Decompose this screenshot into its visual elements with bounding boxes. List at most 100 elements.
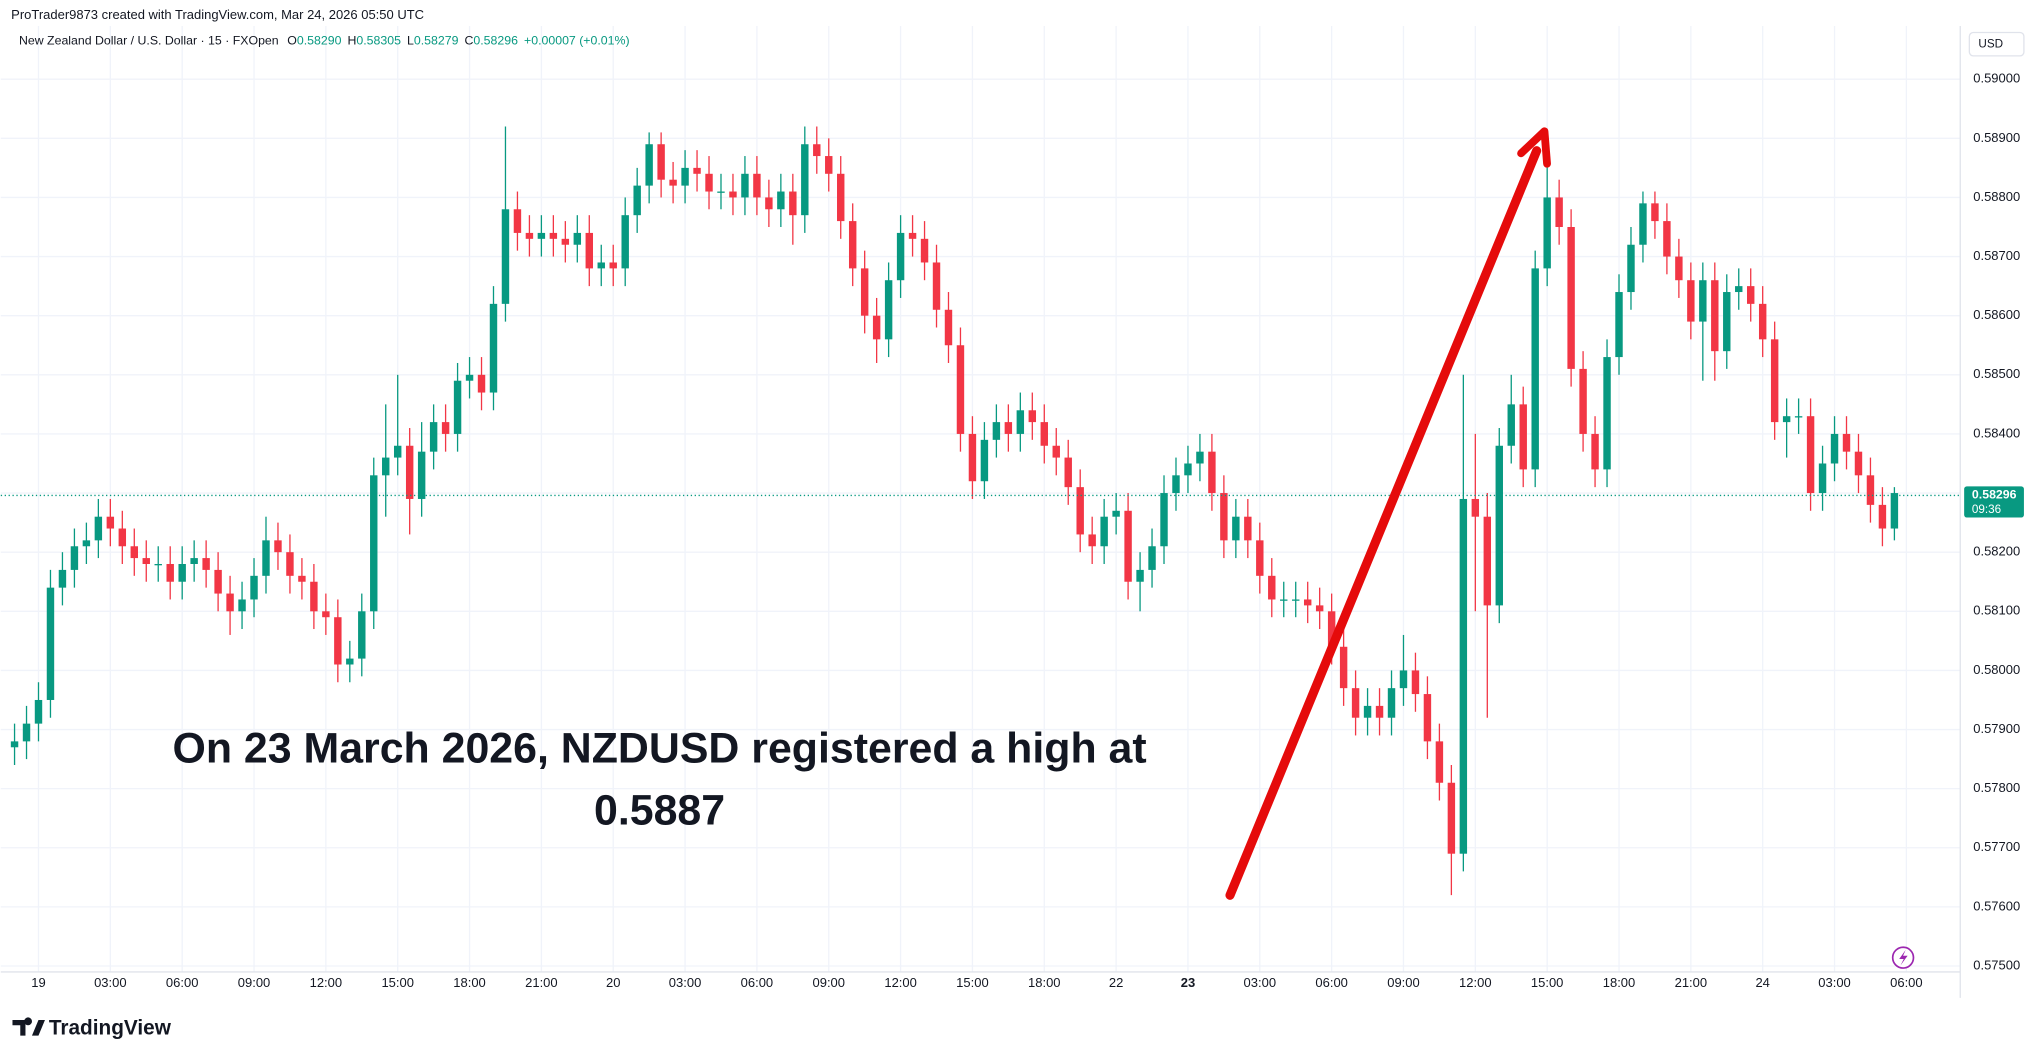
candle-body bbox=[609, 262, 617, 269]
candle-body bbox=[825, 156, 833, 174]
candle-body bbox=[1363, 705, 1372, 718]
candle-body bbox=[1711, 280, 1719, 352]
candle-body bbox=[190, 558, 198, 564]
candle-body bbox=[645, 144, 653, 186]
candle-body bbox=[741, 173, 749, 198]
x-tick-label: 06:00 bbox=[166, 975, 198, 990]
candle-body bbox=[82, 540, 91, 547]
candle-body bbox=[22, 723, 31, 742]
y-tick-label: 0.58600 bbox=[1973, 307, 2020, 322]
y-tick-label: 0.58700 bbox=[1973, 248, 2020, 263]
arrow-shaft bbox=[1225, 146, 1542, 900]
candle-body bbox=[1555, 197, 1563, 228]
candle-body bbox=[10, 741, 19, 748]
candle-body bbox=[1639, 203, 1647, 245]
annotation: On 23 March 2026, NZDUSD registered a hi… bbox=[172, 724, 1146, 772]
candle-body bbox=[1148, 546, 1156, 570]
candle-body bbox=[1447, 782, 1456, 854]
candle-body bbox=[154, 563, 162, 566]
candle-body bbox=[334, 617, 342, 665]
candle-body bbox=[753, 173, 761, 198]
candle-body bbox=[166, 563, 174, 582]
x-tick-label: 19 bbox=[31, 975, 45, 990]
ohlc-label: L bbox=[407, 34, 414, 48]
currency[interactable]: USD bbox=[1978, 37, 2003, 50]
candle-body bbox=[573, 232, 582, 245]
candle-body bbox=[525, 232, 534, 239]
x-tick-label: 12:00 bbox=[1459, 975, 1492, 990]
x-tick-label: 21:00 bbox=[1675, 975, 1708, 990]
y-tick-label: 0.58400 bbox=[1973, 425, 2020, 440]
symbol-legend: New Zealand Dollar / U.S. Dollar · 15 · … bbox=[19, 34, 630, 48]
candle-body bbox=[1303, 599, 1312, 606]
candle-body bbox=[477, 374, 486, 393]
y-tick-label: 0.59000 bbox=[1973, 71, 2020, 86]
x-tick-label: 23 bbox=[1181, 975, 1195, 990]
x-tick-label: 09:00 bbox=[1387, 975, 1420, 990]
currency-box[interactable] bbox=[1968, 31, 2025, 57]
candle-body bbox=[214, 569, 222, 594]
candle-body bbox=[322, 611, 330, 618]
candle-body bbox=[1543, 197, 1551, 269]
candle-body bbox=[1076, 487, 1084, 535]
candle-body bbox=[1471, 498, 1480, 517]
ohlc-label: H bbox=[348, 34, 357, 48]
candle-body bbox=[1292, 599, 1300, 601]
candle-body bbox=[944, 309, 953, 346]
candle-body bbox=[1459, 498, 1468, 854]
candle-body bbox=[118, 528, 127, 547]
y-tick-label: 0.57700 bbox=[1973, 839, 2020, 854]
candle-body bbox=[1232, 516, 1240, 541]
candle-body bbox=[1196, 451, 1204, 464]
candle-body bbox=[848, 221, 857, 269]
candle-body bbox=[1435, 741, 1444, 783]
candle-body bbox=[34, 699, 43, 724]
candle-body bbox=[1423, 694, 1432, 742]
x-tick-label: 20 bbox=[606, 975, 620, 990]
x-tick-label: 06:00 bbox=[741, 975, 774, 990]
x-tick-label: 06:00 bbox=[1890, 975, 1923, 990]
candle-body bbox=[789, 191, 797, 216]
candle-body bbox=[872, 315, 881, 340]
x-tick-label: 18:00 bbox=[1603, 975, 1636, 990]
y-tick-label: 0.57500 bbox=[1973, 957, 2020, 972]
candle-body bbox=[1866, 475, 1875, 505]
candle-body bbox=[1890, 493, 1899, 529]
candle-body bbox=[70, 546, 79, 570]
x-tick-label: 18:00 bbox=[453, 975, 486, 990]
candle-body bbox=[1208, 451, 1216, 494]
candle-body bbox=[717, 191, 725, 193]
candle-body bbox=[1782, 416, 1791, 423]
logo-mark bbox=[12, 1017, 45, 1036]
y-tick-label: 0.58200 bbox=[1973, 544, 2020, 559]
arrow-head bbox=[1517, 127, 1551, 168]
candle-body bbox=[980, 439, 989, 482]
candle-body bbox=[1854, 451, 1863, 476]
x-tick-label: 09:00 bbox=[238, 975, 271, 990]
candle-body bbox=[992, 422, 1001, 440]
y-tick-label: 0.57600 bbox=[1973, 898, 2020, 913]
candle-body bbox=[1220, 493, 1228, 541]
candle-body bbox=[250, 575, 258, 600]
candle-body bbox=[106, 516, 115, 529]
candle-body bbox=[441, 422, 450, 434]
candle-body bbox=[1663, 221, 1671, 257]
candle-body bbox=[1675, 256, 1683, 281]
candle-body bbox=[968, 433, 977, 482]
candle-body bbox=[585, 232, 593, 269]
candle-body bbox=[1687, 280, 1695, 322]
candle-body bbox=[393, 445, 402, 458]
candle-body bbox=[1531, 268, 1539, 470]
x-tick-label: 15:00 bbox=[381, 975, 414, 990]
candle-body bbox=[489, 303, 498, 393]
candle-body bbox=[681, 167, 689, 186]
x-tick-label: 18:00 bbox=[1028, 975, 1061, 990]
candle-body bbox=[405, 445, 414, 499]
y-tick-label: 0.58800 bbox=[1973, 189, 2020, 204]
candle-body bbox=[920, 238, 929, 263]
x-tick-label: 03:00 bbox=[1244, 975, 1277, 990]
candle-body bbox=[1016, 410, 1025, 434]
candle-body bbox=[1579, 368, 1587, 434]
y-tick-label: 0.58100 bbox=[1973, 603, 2020, 618]
